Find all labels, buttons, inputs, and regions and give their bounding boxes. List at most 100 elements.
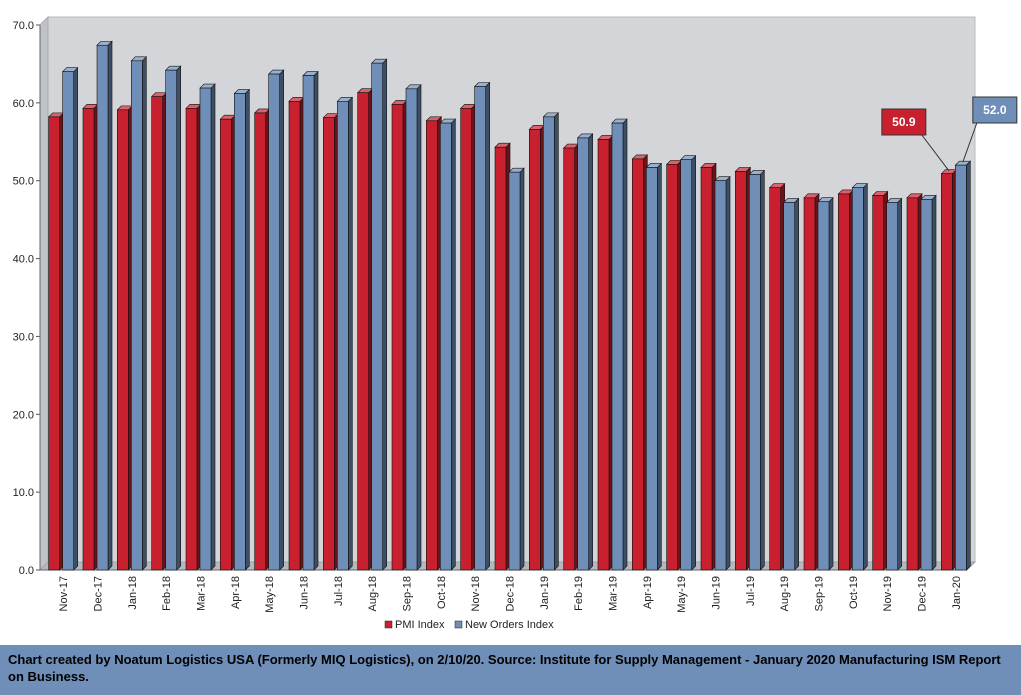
bar-pmi-index-dec-17	[82, 103, 99, 571]
y-axis-tick-label: 50.0	[13, 176, 34, 188]
bar-pmi-index-apr-19	[631, 154, 649, 571]
bar-pmi-index-aug-19	[768, 182, 786, 571]
x-axis-tick-label: Dec-19	[917, 576, 929, 611]
bar-pmi-index-mar-19	[597, 134, 614, 571]
legend-swatch	[454, 620, 463, 629]
x-axis-tick-label: Oct-18	[436, 576, 448, 609]
bar-new-orders-index-dec-19	[920, 194, 937, 571]
bar-new-orders-index-oct-19	[851, 182, 869, 571]
x-axis-tick-label: Apr-18	[230, 576, 242, 609]
x-axis-tick-label: Jul-18	[333, 576, 345, 606]
source-footer-text: Chart created by Noatum Logistics USA (F…	[8, 652, 1001, 684]
y-axis-tick-label: 70.0	[13, 20, 34, 32]
bar-new-orders-index-mar-18	[199, 83, 216, 571]
bar-new-orders-index-jul-19	[748, 169, 766, 571]
bar-new-orders-index-may-19	[679, 154, 697, 571]
bar-pmi-index-jul-19	[734, 166, 752, 571]
x-axis-tick-label: Dec-17	[93, 576, 105, 611]
bar-new-orders-index-mar-19	[611, 118, 628, 571]
bar-new-orders-index-apr-19	[645, 162, 663, 571]
bar-pmi-index-nov-19	[871, 190, 889, 571]
bar-pmi-index-feb-19	[562, 143, 580, 571]
bar-new-orders-index-jul-18	[336, 96, 354, 571]
bar-pmi-index-aug-18	[356, 88, 374, 571]
bar-pmi-index-mar-18	[185, 103, 202, 571]
x-axis-tick-label: Jun-19	[711, 576, 723, 610]
x-axis-tick-label: Apr-19	[642, 576, 654, 609]
bar-new-orders-index-feb-19	[576, 133, 594, 571]
bar-pmi-index-jan-18	[116, 105, 134, 571]
callout-box	[881, 108, 927, 136]
bar-pmi-index-jun-19	[700, 162, 717, 571]
y-axis-tick-label: 30.0	[13, 331, 34, 343]
bar-pmi-index-sep-18	[391, 99, 408, 571]
x-axis-tick-label: Mar-19	[608, 576, 620, 611]
y-axis-tick-label: 0.0	[19, 565, 34, 577]
bar-new-orders-index-aug-19	[782, 197, 800, 571]
bar-new-orders-index-dec-18	[508, 167, 525, 571]
x-axis-tick-label: Aug-19	[779, 576, 791, 611]
bar-new-orders-index-nov-18	[473, 81, 491, 571]
plot-side-wall	[39, 15, 49, 572]
bar-new-orders-index-nov-17	[61, 66, 79, 571]
y-axis-tick-label: 10.0	[13, 487, 34, 499]
callout-box	[972, 96, 1018, 124]
bar-pmi-index-dec-18	[494, 142, 511, 571]
bar-new-orders-index-jun-18	[302, 70, 319, 571]
bar-pmi-index-may-18	[253, 108, 271, 571]
bar-pmi-index-nov-18	[459, 103, 477, 571]
source-footer: Chart created by Noatum Logistics USA (F…	[0, 645, 1021, 695]
bar-new-orders-index-dec-17	[96, 40, 113, 571]
x-axis-tick-label: Nov-17	[58, 576, 70, 611]
callout-leader-line	[921, 134, 950, 172]
data-label: 50.9	[892, 115, 916, 129]
x-axis-tick-label: Nov-18	[470, 576, 482, 611]
y-axis-tick-label: 60.0	[13, 98, 34, 110]
bar-new-orders-index-jun-19	[714, 175, 731, 571]
legend-entry: New Orders Index	[465, 619, 554, 631]
bar-new-orders-index-may-18	[267, 69, 285, 571]
bar-new-orders-index-jan-18	[130, 56, 148, 571]
bar-pmi-index-dec-19	[906, 193, 923, 571]
bar-new-orders-index-feb-18	[164, 65, 182, 571]
bar-pmi-index-jul-18	[322, 112, 340, 571]
bar-new-orders-index-nov-19	[885, 197, 903, 571]
legend-swatch	[384, 620, 393, 629]
y-axis-tick-label: 40.0	[13, 254, 34, 266]
bar-new-orders-index-oct-18	[439, 118, 457, 571]
x-axis-tick-label: May-18	[264, 576, 276, 613]
bar-new-orders-index-sep-18	[405, 84, 422, 571]
x-axis-tick-label: Sep-18	[402, 576, 414, 611]
bar-pmi-index-oct-19	[837, 189, 855, 571]
x-axis-tick-label: Mar-18	[196, 576, 208, 611]
bar-pmi-index-apr-18	[219, 114, 237, 571]
bar-new-orders-index-jan-20	[954, 160, 972, 571]
bar-new-orders-index-aug-18	[370, 58, 388, 571]
bar-new-orders-index-sep-19	[817, 197, 834, 571]
data-label: 52.0	[983, 103, 1007, 117]
chart: 0.0 10.0 20.0 30.0 40.0 50.0 60.0 70.0 Nov-17 Dec…	[13, 15, 1018, 631]
y-axis-tick-label: 20.0	[13, 409, 34, 421]
x-axis-tick-label: Sep-19	[814, 576, 826, 611]
callout-leader-line	[962, 122, 978, 163]
bar-new-orders-index-jan-19	[542, 112, 560, 571]
x-axis-tick-label: Nov-19	[882, 576, 894, 611]
bar-pmi-index-may-19	[665, 159, 683, 571]
x-axis-tick-label: Jan-19	[539, 576, 551, 610]
bar-pmi-index-nov-17	[47, 112, 65, 571]
x-axis-tick-label: Dec-18	[505, 576, 517, 611]
bar-pmi-index-sep-19	[803, 193, 820, 571]
bar-new-orders-index-apr-18	[233, 88, 251, 571]
bar-pmi-index-jan-19	[528, 124, 546, 571]
chart-canvas: 0.0 10.0 20.0 30.0 40.0 50.0 60.0 70.0 Nov-17 Dec…	[13, 15, 1018, 631]
bar-pmi-index-oct-18	[425, 116, 443, 571]
bar-pmi-index-jan-20	[940, 168, 958, 571]
x-axis-tick-label: Jan-20	[951, 576, 963, 610]
bar-pmi-index-feb-18	[150, 91, 168, 571]
x-axis-tick-label: Feb-19	[573, 576, 585, 611]
legend-entry: PMI Index	[395, 619, 445, 631]
bar-pmi-index-jun-18	[288, 96, 305, 571]
x-axis-tick-label: Jan-18	[127, 576, 139, 610]
x-axis-tick-label: Feb-18	[161, 576, 173, 611]
x-axis-tick-label: May-19	[676, 576, 688, 613]
